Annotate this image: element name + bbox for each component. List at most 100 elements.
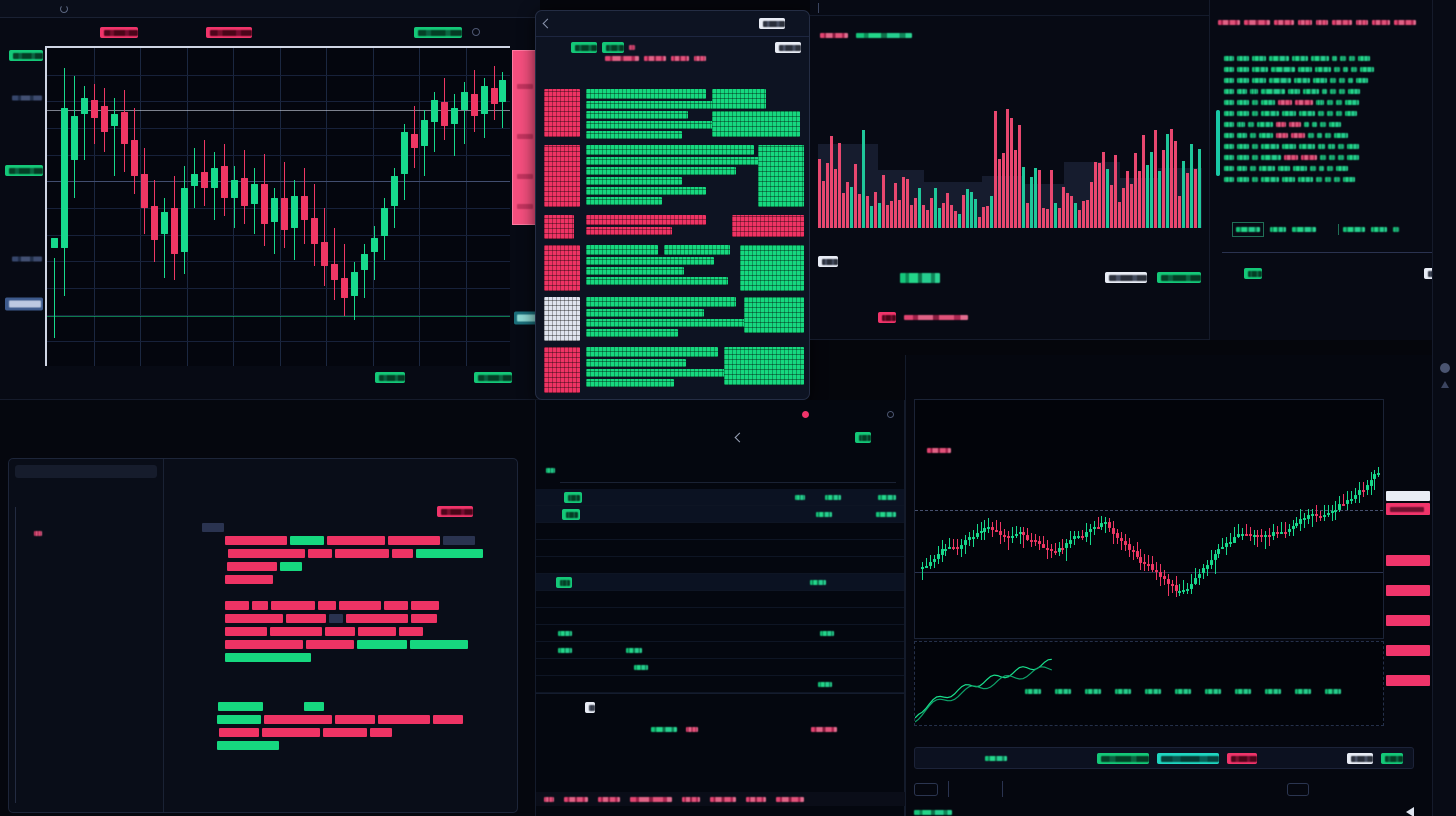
toolbar-zoom-label[interactable] (978, 787, 992, 792)
volume-histogram[interactable] (818, 78, 1202, 228)
matrix-right-chip[interactable] (775, 42, 801, 53)
matrix-cell[interactable] (586, 177, 682, 185)
terminal-table[interactable] (1224, 42, 1422, 185)
code-lines[interactable] (173, 521, 511, 752)
list-item[interactable] (536, 591, 904, 608)
code-line[interactable] (173, 612, 511, 625)
list-top-toggle-icon[interactable] (887, 410, 894, 418)
matrix-option-b[interactable] (759, 18, 785, 29)
matrix-cell[interactable] (724, 347, 804, 385)
list-item[interactable] (536, 557, 904, 574)
terminal-edit-icon[interactable] (1420, 20, 1426, 25)
code-line[interactable] (173, 739, 511, 752)
code-line[interactable] (173, 560, 511, 573)
alert-icon[interactable] (1440, 381, 1449, 388)
list-item[interactable] (536, 523, 904, 540)
matrix-cell[interactable] (712, 111, 800, 137)
toolbar-help-icon[interactable] (1409, 787, 1414, 792)
list-toolbar-check-icon[interactable] (546, 727, 554, 732)
refresh-icon[interactable] (60, 4, 68, 13)
play-icon[interactable] (1406, 807, 1414, 816)
matrix-cell[interactable] (586, 131, 682, 139)
legend-chip-2[interactable] (1157, 752, 1219, 764)
matrix-cell[interactable] (586, 215, 706, 225)
terminal-row[interactable] (1224, 141, 1422, 152)
matrix-cell[interactable] (586, 257, 714, 265)
toolbar-grid-button[interactable] (914, 782, 938, 796)
toolbar-tool-3[interactable] (1075, 787, 1080, 792)
secondary-chart-plot[interactable] (914, 399, 1384, 639)
list-item[interactable] (536, 489, 904, 506)
legend-chip-1[interactable] (1097, 752, 1149, 764)
tree-item[interactable] (22, 621, 157, 642)
tree-item[interactable] (22, 740, 157, 761)
code-line[interactable] (173, 677, 511, 690)
list-toolbar-more-icon[interactable] (846, 727, 850, 732)
matrix-cell[interactable] (586, 267, 684, 275)
list-item[interactable] (536, 676, 904, 693)
code-toolbar-item-4[interactable] (383, 465, 417, 470)
terminal-footer-box-2[interactable] (1338, 224, 1365, 235)
tree-item[interactable] (22, 579, 157, 600)
list-pager-prev[interactable] (584, 702, 595, 713)
matrix-cell[interactable] (544, 89, 580, 137)
window-minimize-icon[interactable] (493, 6, 502, 11)
code-line[interactable] (173, 713, 511, 726)
list-item[interactable] (536, 608, 904, 625)
code-line[interactable] (173, 573, 511, 586)
list-item[interactable] (536, 625, 904, 642)
matrix-cell[interactable] (586, 277, 728, 285)
terminal-scrollbar[interactable] (1216, 110, 1220, 176)
list-top-item-1[interactable] (819, 412, 833, 417)
matrix-cell[interactable] (544, 145, 580, 207)
tree-item[interactable] (22, 782, 157, 803)
code-line[interactable] (173, 599, 511, 612)
terminal-row[interactable] (1224, 152, 1422, 163)
matrix-cell[interactable] (758, 145, 804, 207)
tree-item[interactable] (22, 600, 157, 621)
matrix-cell[interactable] (586, 227, 672, 235)
code-toolbar-item-5[interactable] (427, 465, 433, 470)
matrix-option-a[interactable] (741, 21, 753, 26)
terminal-row[interactable] (1224, 97, 1422, 108)
code-toolbar-collapse-icon[interactable] (504, 465, 511, 470)
list-nav-close-icon[interactable] (879, 435, 884, 440)
code-tab-2[interactable] (181, 495, 263, 500)
list-top-item-2[interactable] (843, 412, 877, 417)
matrix-cell[interactable] (586, 101, 734, 109)
matrix-cell[interactable] (544, 245, 580, 291)
rail2-avatar[interactable] (1433, 355, 1456, 388)
matrix-back-icon[interactable] (542, 18, 553, 29)
code-line[interactable] (173, 651, 511, 664)
toolbar-tool-2[interactable] (1045, 787, 1065, 792)
toolbar-cursor-icon[interactable] (959, 787, 968, 792)
matrix-grid[interactable] (544, 89, 804, 395)
matrix-cell[interactable] (732, 215, 804, 237)
volume-chip-a[interactable] (818, 256, 838, 267)
list-item[interactable] (536, 574, 904, 591)
terminal-row[interactable] (1224, 75, 1422, 86)
terminal-footer-box[interactable] (1232, 222, 1264, 237)
matrix-chip-2[interactable] (602, 42, 624, 53)
code-line[interactable] (173, 664, 511, 677)
code-line[interactable] (173, 521, 511, 534)
terminal-btn-2[interactable] (1342, 271, 1374, 276)
tree-item[interactable] (22, 663, 157, 684)
matrix-cell[interactable] (586, 359, 686, 367)
matrix-cell[interactable] (586, 197, 662, 205)
chart-interval-label[interactable] (490, 29, 532, 36)
code-line[interactable] (173, 638, 511, 651)
terminal-row[interactable] (1224, 174, 1422, 185)
tree-item[interactable] (22, 761, 157, 782)
sidebar-menu-icon[interactable] (106, 491, 116, 496)
code-line[interactable] (173, 700, 511, 713)
rail-item-2[interactable] (1433, 13, 1456, 34)
terminal-row[interactable] (1224, 163, 1422, 174)
list-item[interactable] (536, 642, 904, 659)
terminal-btn-3[interactable] (1386, 271, 1412, 276)
legend-chip-5[interactable] (1381, 752, 1403, 764)
sidebar-search-input[interactable] (15, 465, 157, 478)
list-back-icon[interactable] (734, 432, 745, 443)
matrix-cell[interactable] (664, 245, 730, 255)
terminal-row[interactable] (1224, 86, 1422, 97)
